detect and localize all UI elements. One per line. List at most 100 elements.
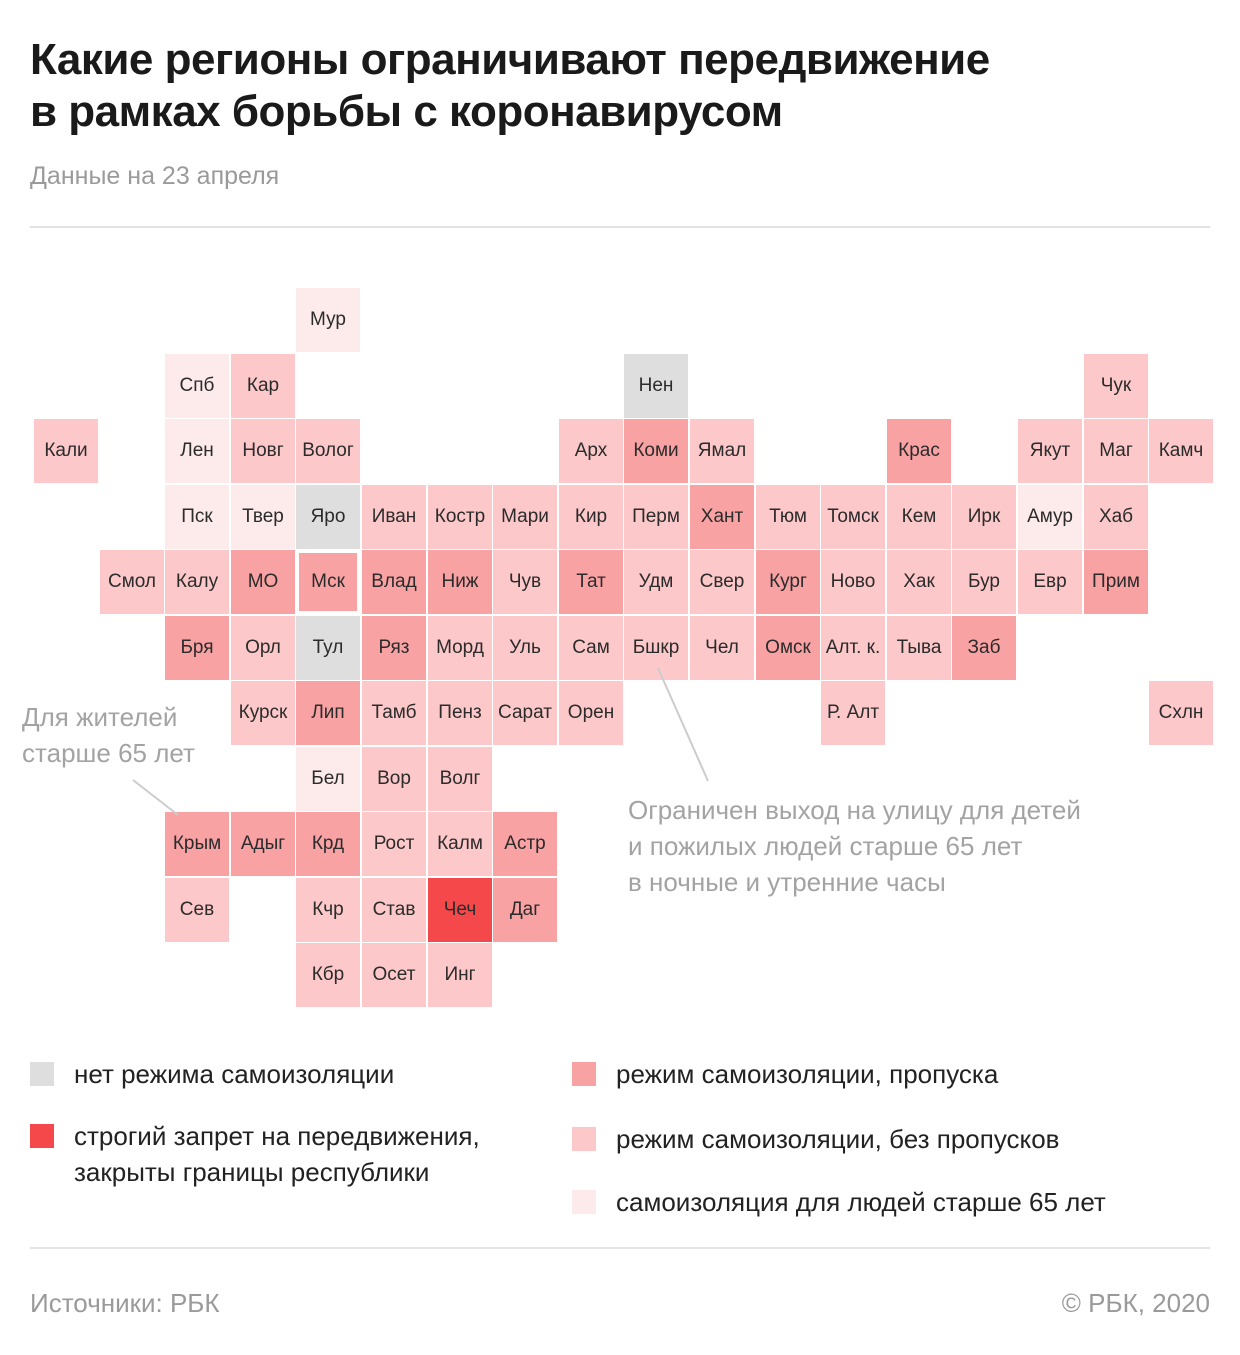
region-tile-76: Астр xyxy=(493,812,557,876)
region-tile-19: Иван xyxy=(362,485,426,549)
legend-label-elderly: самоизоляция для людей старше 65 лет xyxy=(616,1184,1106,1220)
region-tile-38: Тат xyxy=(559,550,623,614)
region-tile-57: Алт. к. xyxy=(821,616,885,680)
region-tile-26: Томск xyxy=(821,485,885,549)
region-tile-53: Сам xyxy=(559,616,623,680)
region-tile-10: Коми xyxy=(624,419,688,483)
region-tile-49: Тул xyxy=(296,616,360,680)
region-tile-67: Схлн xyxy=(1149,681,1213,745)
legend-strict: строгий запрет на передвижения, закрыты … xyxy=(30,1118,480,1190)
region-tile-74: Рост xyxy=(362,812,426,876)
legend-label-passes: режим самоизоляции, пропуска xyxy=(616,1056,998,1092)
region-tile-6: Лен xyxy=(165,419,229,483)
region-tile-7: Новг xyxy=(231,419,295,483)
region-tile-60: Курск xyxy=(231,681,295,745)
page-title: Какие регионы ограничивают передвижение … xyxy=(30,34,1210,138)
region-tile-20: Костр xyxy=(428,485,492,549)
region-tile-29: Амур xyxy=(1018,485,1082,549)
region-tile-62: Тамб xyxy=(362,681,426,745)
region-tile-24: Хант xyxy=(690,485,754,549)
legend-label-no-passes: режим самоизоляции, без пропусков xyxy=(616,1121,1059,1157)
region-tile-55: Чел xyxy=(690,616,754,680)
legend-passes-text: режим самоизоляции, пропуска xyxy=(616,1059,999,1089)
elderly-note: Для жителей старше 65 лет xyxy=(22,699,195,771)
region-tile-12: Крас xyxy=(887,419,951,483)
region-tile-73: Крд xyxy=(296,812,360,876)
top-divider xyxy=(30,226,1210,228)
region-tile-28: Ирк xyxy=(952,485,1016,549)
region-tile-42: Ново xyxy=(821,550,885,614)
region-tile-51: Морд xyxy=(428,616,492,680)
region-tile-63: Пенз xyxy=(428,681,492,745)
region-tile-4: Чук xyxy=(1084,354,1148,418)
region-tile-50: Ряз xyxy=(362,616,426,680)
region-tile-69: Вор xyxy=(362,747,426,811)
region-tile-48: Орл xyxy=(231,616,295,680)
region-tile-84: Инг xyxy=(428,943,492,1007)
region-tile-11: Ямал xyxy=(690,419,754,483)
region-tile-0: Мур xyxy=(296,288,360,352)
region-tile-14: Маг xyxy=(1084,419,1148,483)
region-tile-65: Орен xyxy=(559,681,623,745)
region-tile-66: Р. Алт xyxy=(821,681,885,745)
region-tile-79: Став xyxy=(362,878,426,942)
region-tile-81: Даг xyxy=(493,878,557,942)
bashkir-note-line-1: Ограничен выход на улицу для детей xyxy=(628,795,1081,825)
bashkir-note: Ограничен выход на улицу для детей и пож… xyxy=(628,792,1081,900)
bashkir-note-line-2: и пожилых людей старше 65 лет xyxy=(628,831,1023,861)
legend-strict-text-1: строгий запрет на передвижения, xyxy=(74,1121,480,1151)
title-line-1: Какие регионы ограничивают передвижение xyxy=(30,35,990,84)
region-tile-54: Бшкр xyxy=(624,616,688,680)
region-tile-77: Сев xyxy=(165,878,229,942)
region-tile-75: Калм xyxy=(428,812,492,876)
data-date-subtitle: Данные на 23 апреля xyxy=(30,162,280,190)
region-tile-17: Твер xyxy=(231,485,295,549)
region-tile-16: Пск xyxy=(165,485,229,549)
region-tile-32: Калу xyxy=(165,550,229,614)
region-tile-31: Смол xyxy=(100,550,164,614)
region-tile-61: Лип xyxy=(296,681,360,745)
region-tile-58: Тыва xyxy=(887,616,951,680)
elderly-note-line-1: Для жителей xyxy=(22,702,178,732)
region-tile-59: Заб xyxy=(952,616,1016,680)
region-tile-44: Бур xyxy=(952,550,1016,614)
legend-no-passes-text: режим самоизоляции, без пропусков xyxy=(616,1124,1060,1154)
legend-no-passes: режим самоизоляции, без пропусков xyxy=(572,1121,1059,1157)
region-tile-78: Кчр xyxy=(296,878,360,942)
region-tile-3: Нен xyxy=(624,354,688,418)
region-tile-70: Волг xyxy=(428,747,492,811)
region-tile-47: Бря xyxy=(165,616,229,680)
region-tile-23: Перм xyxy=(624,485,688,549)
region-tile-52: Уль xyxy=(493,616,557,680)
region-tile-41: Кург xyxy=(756,550,820,614)
region-tile-22: Кир xyxy=(559,485,623,549)
region-tile-30: Хаб xyxy=(1084,485,1148,549)
legend-swatch-strict xyxy=(30,1124,54,1148)
region-tile-64: Сарат xyxy=(493,681,557,745)
legend-swatch-passes xyxy=(572,1062,596,1086)
region-tile-25: Тюм xyxy=(756,485,820,549)
region-tile-21: Мари xyxy=(493,485,557,549)
title-line-2: в рамках борьбы с коронавирусом xyxy=(30,87,783,136)
legend-passes: режим самоизоляции, пропуска xyxy=(572,1056,998,1092)
legend-elderly-text: самоизоляция для людей старше 65 лет xyxy=(616,1187,1106,1217)
region-tile-36: Ниж xyxy=(428,550,492,614)
source-note: Источники: РБК xyxy=(30,1288,220,1318)
region-tile-45: Евр xyxy=(1018,550,1082,614)
region-tile-56: Омск xyxy=(756,616,820,680)
region-tile-72: Адыг xyxy=(231,812,295,876)
region-tile-37: Чув xyxy=(493,550,557,614)
region-tile-80: Чеч xyxy=(428,878,492,942)
region-tile-5: Кали xyxy=(34,419,98,483)
bottom-divider xyxy=(30,1247,1210,1249)
region-tile-13: Якут xyxy=(1018,419,1082,483)
region-tile-82: Кбр xyxy=(296,943,360,1007)
legend-swatch-elderly xyxy=(572,1190,596,1214)
region-tile-33: МО xyxy=(231,550,295,614)
region-tile-15: Камч xyxy=(1149,419,1213,483)
legend-strict-text-2: закрыты границы республики xyxy=(74,1157,430,1187)
elderly-note-line-2: старше 65 лет xyxy=(22,738,195,768)
legend-none: нет режима самоизоляции xyxy=(30,1056,394,1092)
copyright: © РБК, 2020 xyxy=(1061,1288,1210,1318)
tile-grid-map: Мур Спб Кар Нен Чук Кали Лен Новг Волог Арх Коми Ям… xyxy=(34,288,1213,1007)
